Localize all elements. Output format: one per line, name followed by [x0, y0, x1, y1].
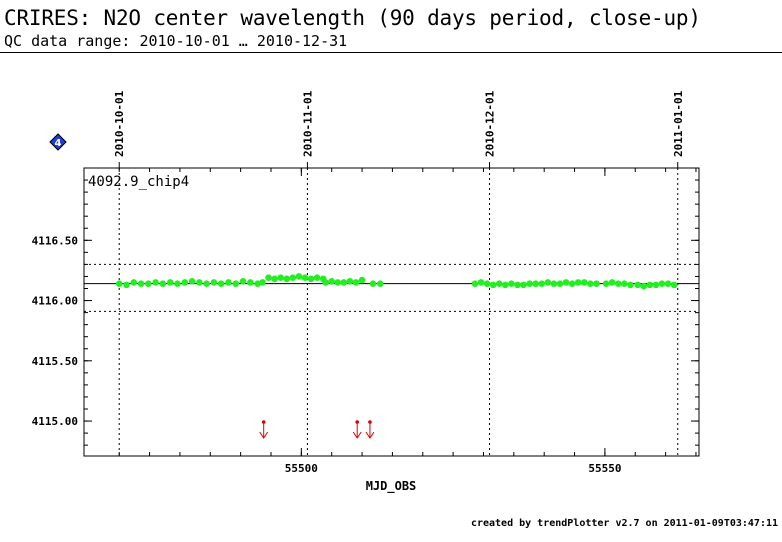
- date-marker-label: 2010-10-01: [113, 90, 126, 157]
- data-point: [307, 275, 315, 283]
- data-point: [328, 277, 335, 285]
- data-point: [658, 280, 666, 287]
- data-point: [483, 280, 491, 287]
- footer-credit: created by trendPlotter v2.7 on 2011-01-…: [470, 518, 778, 529]
- x-axis-title: MJD_OBS: [366, 479, 417, 494]
- data-point: [181, 279, 189, 286]
- date-marker-label: 2010-11-01: [301, 90, 314, 157]
- data-point: [495, 280, 503, 287]
- data-point: [123, 281, 130, 289]
- data-point: [247, 279, 254, 286]
- data-point: [225, 279, 232, 286]
- data-point: [145, 280, 152, 287]
- outlier-arrow: [365, 420, 375, 439]
- chip-badge-label: 4: [55, 138, 62, 149]
- data-point: [313, 274, 321, 281]
- data-point: [210, 279, 218, 286]
- outlier-arrow-head: [365, 431, 375, 439]
- data-point: [265, 274, 272, 281]
- data-point: [196, 279, 203, 286]
- outlier-arrow-head: [352, 431, 362, 439]
- data-point: [115, 280, 123, 287]
- data-point: [670, 281, 678, 289]
- data-point: [502, 281, 509, 289]
- data-point: [340, 279, 348, 286]
- outlier-arrow: [259, 420, 269, 439]
- chip-badge-icon: 4: [49, 133, 67, 151]
- data-point: [239, 277, 247, 285]
- data-point: [217, 280, 225, 287]
- data-point: [587, 280, 594, 287]
- data-point: [489, 281, 497, 289]
- data-point: [646, 281, 654, 289]
- page-subtitle: QC data range: 2010-10-01 … 2010-12-31: [4, 32, 348, 50]
- date-marker-label: 2011-01-01: [672, 90, 685, 157]
- data-point: [621, 280, 628, 287]
- data-point: [152, 279, 159, 286]
- outlier-arrow: [352, 420, 362, 439]
- data-point: [593, 280, 600, 287]
- y-tick-label: 4115.00: [32, 415, 78, 428]
- date-marker-label: 2010-12-01: [484, 90, 497, 157]
- data-point: [174, 280, 181, 287]
- data-point: [289, 274, 297, 281]
- data-point: [627, 281, 634, 289]
- data-point: [301, 274, 309, 281]
- data-point: [232, 280, 240, 287]
- data-point: [580, 279, 588, 286]
- data-point: [608, 279, 616, 286]
- data-point: [322, 279, 329, 286]
- outlier-arrow-head: [259, 431, 269, 439]
- page-title: CRIRES: N2O center wavelength (90 days p…: [4, 6, 701, 30]
- data-point: [652, 281, 660, 289]
- data-point: [137, 280, 145, 287]
- data-point: [277, 274, 285, 281]
- data-point: [664, 280, 672, 287]
- data-point: [352, 279, 360, 286]
- data-point: [556, 280, 564, 287]
- data-point: [369, 280, 377, 287]
- data-point: [526, 280, 533, 287]
- data-point: [283, 275, 291, 283]
- data-point: [520, 281, 527, 289]
- data-point: [358, 276, 366, 284]
- data-point: [203, 280, 210, 287]
- data-point: [166, 279, 174, 286]
- data-point: [544, 279, 552, 286]
- y-tick-label: 4115.50: [32, 355, 78, 368]
- data-point: [562, 279, 570, 286]
- data-point: [574, 279, 582, 286]
- data-point: [550, 280, 558, 287]
- data-point: [614, 280, 622, 287]
- data-point: [477, 279, 485, 286]
- data-point: [376, 280, 384, 287]
- data-point: [640, 282, 648, 290]
- y-tick-label: 4116.00: [32, 295, 78, 308]
- data-point: [334, 279, 342, 286]
- data-point: [188, 277, 196, 285]
- data-point: [259, 279, 266, 286]
- data-point: [295, 273, 303, 280]
- data-point: [471, 280, 479, 287]
- data-point: [271, 275, 278, 283]
- data-point: [514, 281, 521, 289]
- data-point: [568, 280, 576, 287]
- data-point: [634, 281, 641, 289]
- data-point: [508, 280, 515, 287]
- panel-label: 4092.9_chip4: [88, 174, 189, 190]
- x-tick-label: 55500: [285, 462, 318, 475]
- plot-frame: [83, 167, 700, 457]
- data-point: [602, 280, 610, 287]
- data-point: [159, 280, 167, 287]
- x-tick-label: 55550: [588, 462, 621, 475]
- data-point: [532, 280, 539, 287]
- data-point: [538, 280, 546, 287]
- y-tick-label: 4116.50: [32, 234, 78, 247]
- data-point: [346, 277, 354, 285]
- data-point: [130, 279, 138, 286]
- header-divider: [0, 52, 782, 53]
